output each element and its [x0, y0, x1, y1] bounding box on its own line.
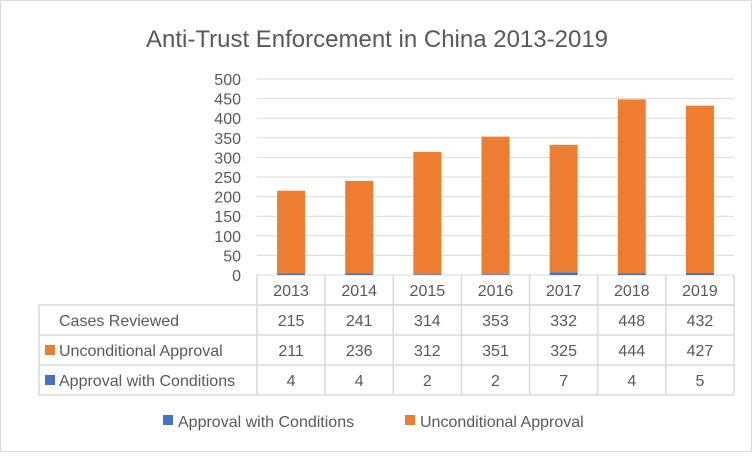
x-category-label: 2014	[341, 283, 377, 300]
table-cell: 4	[627, 373, 636, 390]
table-cell: 7	[559, 373, 568, 390]
y-tick-label: 100	[214, 229, 241, 246]
table-cell: 432	[687, 313, 714, 330]
y-tick-label: 300	[214, 150, 241, 167]
chart-title: Anti-Trust Enforcement in China 2013-201…	[146, 26, 608, 53]
bar-approval-with-conditions	[413, 274, 442, 275]
bar-approval-with-conditions	[549, 272, 578, 275]
y-tick-label: 450	[214, 92, 241, 109]
x-category-label: 2013	[273, 283, 309, 300]
legend-swatch-icon	[163, 415, 173, 425]
x-category-label: 2019	[682, 283, 718, 300]
table-cell: 2	[423, 373, 432, 390]
bar-unconditional-approval	[685, 105, 714, 274]
bar-approval-with-conditions	[617, 273, 646, 275]
table-cell: 325	[550, 343, 577, 360]
table-cell: 351	[482, 343, 509, 360]
table-cell: 312	[414, 343, 441, 360]
bar-approval-with-conditions	[345, 273, 374, 275]
bar-unconditional-approval	[617, 99, 646, 274]
y-tick-label: 400	[214, 111, 241, 128]
table-cell: 211	[278, 343, 304, 360]
table-cell: 4	[287, 373, 296, 390]
legend-key-icon	[45, 375, 55, 385]
legend-swatch-icon	[405, 415, 415, 425]
table-cell: 448	[618, 313, 645, 330]
table-cell: 427	[687, 343, 714, 360]
table-cell: 5	[695, 373, 704, 390]
y-tick-label: 150	[214, 209, 241, 226]
table-cell: 314	[414, 313, 441, 330]
bar-unconditional-approval	[345, 180, 374, 274]
bar-unconditional-approval	[481, 136, 510, 275]
x-category-label: 2018	[614, 283, 650, 300]
table-cell: 4	[355, 373, 364, 390]
bar-unconditional-approval	[277, 190, 306, 274]
table-row-label: Cases Reviewed	[59, 313, 179, 330]
bar-unconditional-approval	[413, 151, 442, 275]
table-cell: 2	[491, 373, 500, 390]
y-tick-label: 200	[214, 190, 241, 207]
table-cell: 241	[346, 313, 373, 330]
table-cell: 236	[346, 343, 373, 360]
y-tick-label: 500	[214, 72, 241, 89]
x-category-label: 2015	[410, 283, 446, 300]
y-tick-label: 0	[232, 268, 241, 285]
y-tick-label: 250	[214, 170, 241, 187]
bar-approval-with-conditions	[277, 273, 306, 275]
x-category-label: 2016	[478, 283, 514, 300]
bar-unconditional-approval	[549, 144, 578, 273]
bar-approval-with-conditions	[685, 273, 714, 275]
table-row-label: Approval with Conditions	[59, 373, 235, 390]
table-cell: 444	[618, 343, 645, 360]
legend-entry: Approval with Conditions	[178, 414, 354, 431]
x-category-label: 2017	[546, 283, 582, 300]
bar-approval-with-conditions	[481, 274, 510, 275]
y-tick-label: 50	[223, 248, 241, 265]
table-row-label: Unconditional Approval	[59, 343, 223, 360]
legend-entry: Unconditional Approval	[420, 414, 584, 431]
table-cell: 353	[482, 313, 509, 330]
table-cell: 332	[550, 313, 577, 330]
legend-key-icon	[45, 345, 55, 355]
table-cell: 215	[278, 313, 305, 330]
y-tick-label: 350	[214, 131, 241, 148]
